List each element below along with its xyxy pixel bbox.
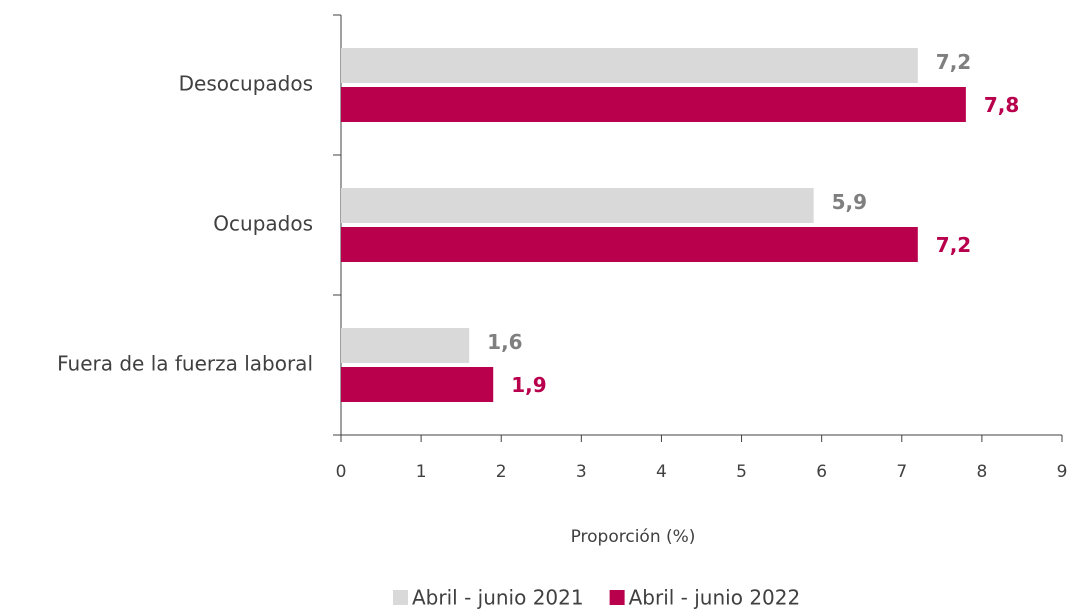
- y-tick-label: Desocupados: [179, 72, 313, 96]
- y-tick-label: Ocupados: [213, 212, 313, 236]
- x-axis-label: Proporción (%): [571, 527, 696, 547]
- bar: [341, 48, 918, 83]
- x-tick-label: 1: [416, 462, 427, 482]
- x-tick-label: 2: [496, 462, 507, 482]
- bar: [341, 367, 494, 402]
- x-tick-label: 3: [576, 462, 587, 482]
- legend-label: Abril - junio 2022: [629, 586, 801, 610]
- data-label: 7,2: [936, 233, 971, 257]
- x-tick-label: 7: [896, 462, 907, 482]
- bar: [341, 227, 918, 262]
- data-label: 7,2: [936, 50, 971, 74]
- data-label: 5,9: [832, 190, 867, 214]
- x-tick-label: 0: [336, 462, 347, 482]
- data-label: 1,9: [511, 373, 546, 397]
- data-label: 7,8: [984, 93, 1019, 117]
- legend-swatch: [609, 590, 625, 605]
- x-tick-label: 5: [736, 462, 747, 482]
- legend-label: Abril - junio 2021: [412, 586, 584, 610]
- bar: [341, 87, 966, 122]
- legend-swatch: [393, 590, 408, 605]
- x-tick-label: 4: [656, 462, 667, 482]
- data-label: 1,6: [487, 330, 522, 354]
- x-tick-label: 6: [816, 462, 827, 482]
- bar: [341, 188, 814, 223]
- bar: [341, 328, 470, 363]
- x-tick-label: 9: [1057, 462, 1068, 482]
- y-tick-label: Fuera de la fuerza laboral: [57, 352, 313, 376]
- x-tick-label: 8: [976, 462, 987, 482]
